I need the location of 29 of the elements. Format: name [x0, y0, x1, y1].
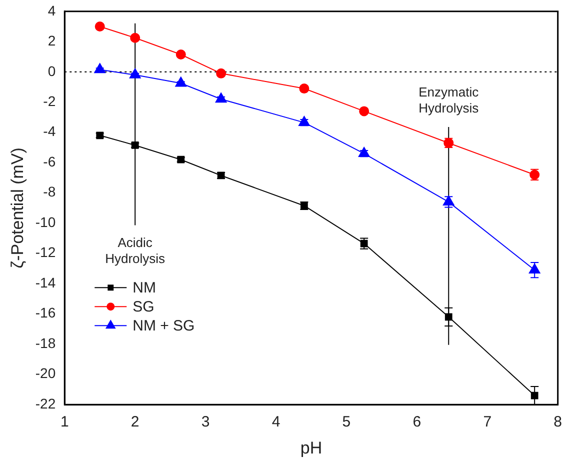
y-axis-title: ζ-Potential (mV)	[8, 148, 27, 268]
x-tick-label: 4	[272, 414, 280, 431]
y-tick-label: -16	[35, 304, 56, 321]
x-tick-label: 2	[130, 414, 140, 431]
legend-label: SG	[132, 298, 154, 316]
x-tick-label: 1	[60, 414, 69, 431]
y-tick-label: -10	[35, 214, 56, 230]
y-tick-label: -8	[43, 184, 56, 200]
y-tick-label: -14	[35, 274, 56, 290]
x-tick-label: 5	[342, 414, 351, 431]
x-tick-label: 8	[554, 414, 562, 431]
ref-line-label: Enzymatic Hydrolysis	[418, 84, 480, 116]
y-tick-label: 2	[48, 32, 56, 49]
x-tick-label: 7	[483, 414, 492, 431]
y-tick-label: -6	[43, 153, 56, 170]
y-tick-label: -22	[35, 395, 56, 412]
ref-line-label: Acidic Hydrolysis	[105, 234, 166, 266]
y-tick-label: -12	[35, 244, 56, 260]
x-axis-title: pH	[300, 438, 322, 458]
x-tick-label: 6	[412, 414, 422, 431]
y-tick-label: -20	[35, 365, 56, 382]
legend-label: NM	[132, 280, 156, 297]
y-tick-label: -18	[35, 334, 56, 351]
y-tick-label: 4	[48, 2, 56, 18]
x-tick-label: 3	[201, 414, 210, 431]
legend-label: NM + SG	[132, 318, 195, 335]
y-tick-label: 0	[48, 62, 56, 79]
y-tick-label: -2	[43, 93, 56, 109]
y-tick-label: -4	[43, 123, 56, 140]
